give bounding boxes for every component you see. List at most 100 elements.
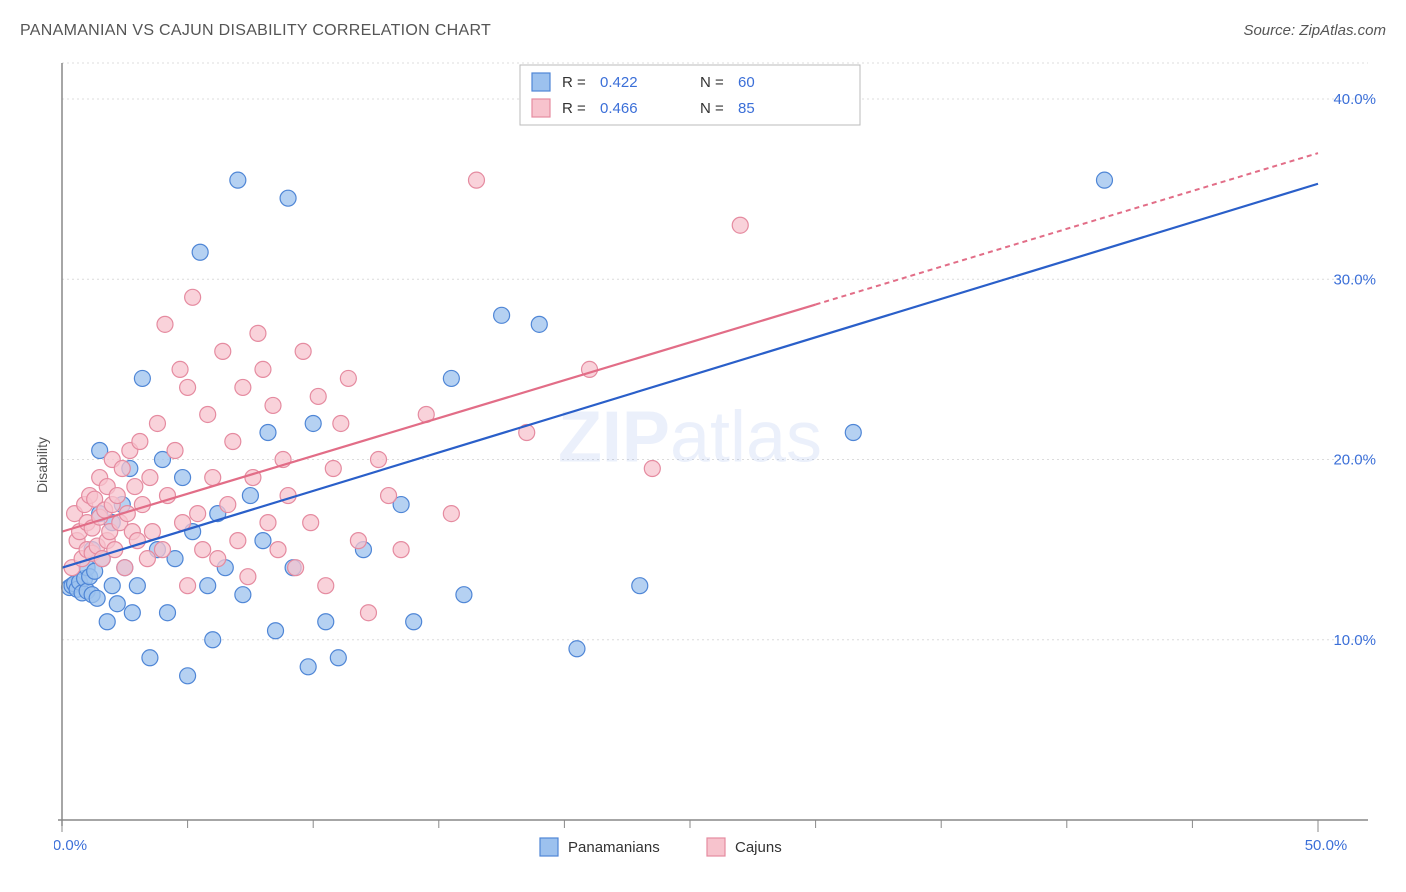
legend-r-value: 0.422: [600, 74, 638, 91]
scatter-point: [265, 397, 281, 413]
scatter-point: [300, 659, 316, 675]
chart-source: Source: ZipAtlas.com: [1243, 22, 1386, 39]
scatter-point: [845, 424, 861, 440]
scatter-point: [340, 370, 356, 386]
scatter-point: [180, 668, 196, 684]
scatter-point: [127, 479, 143, 495]
scatter-point: [443, 506, 459, 522]
y-tick-label: 40.0%: [1333, 91, 1376, 108]
x-tick-label: 50.0%: [1305, 837, 1348, 854]
scatter-point: [114, 461, 130, 477]
scatter-point: [280, 190, 296, 206]
chart-title: PANAMANIAN VS CAJUN DISABILITY CORRELATI…: [20, 22, 491, 40]
legend-swatch: [540, 838, 558, 856]
legend-label: Panamanians: [568, 839, 660, 856]
scatter-point: [149, 415, 165, 431]
legend-label: Cajuns: [735, 839, 782, 856]
scatter-point: [242, 488, 258, 504]
scatter-point: [268, 623, 284, 639]
scatter-point: [406, 614, 422, 630]
y-tick-label: 20.0%: [1333, 452, 1376, 469]
scatter-point: [134, 370, 150, 386]
scatter-point: [104, 578, 120, 594]
scatter-point: [142, 470, 158, 486]
scatter-point: [531, 316, 547, 332]
scatter-point: [393, 542, 409, 558]
scatter-point: [230, 172, 246, 188]
scatter-point: [305, 415, 321, 431]
y-axis-label: Disability: [34, 436, 50, 492]
scatter-point: [117, 560, 133, 576]
scatter-point: [139, 551, 155, 567]
scatter-point: [132, 434, 148, 450]
scatter-point: [109, 596, 125, 612]
scatter-point: [468, 172, 484, 188]
scatter-point: [494, 307, 510, 323]
scatter-point: [255, 533, 271, 549]
y-tick-label: 10.0%: [1333, 632, 1376, 649]
scatter-point: [732, 217, 748, 233]
scatter-plot: 10.0% 20.0% 30.0% 40.0% ZIPatlas 0.0% 50.0% R =…: [54, 55, 1388, 874]
scatter-point: [260, 424, 276, 440]
scatter-point: [89, 590, 105, 606]
scatter-point: [192, 244, 208, 260]
scatter-point: [167, 443, 183, 459]
scatter-point: [200, 578, 216, 594]
scatter-point: [157, 316, 173, 332]
legend-r-label: R =: [562, 100, 586, 117]
legend-swatch: [707, 838, 725, 856]
scatter-point: [172, 361, 188, 377]
scatter-point: [456, 587, 472, 603]
legend-n-label: N =: [700, 74, 724, 91]
scatter-point: [160, 605, 176, 621]
scatter-point: [318, 578, 334, 594]
scatter-point: [142, 650, 158, 666]
scatter-point: [255, 361, 271, 377]
scatter-point: [295, 343, 311, 359]
scatter-point: [250, 325, 266, 341]
scatter-point: [330, 650, 346, 666]
scatter-point: [310, 388, 326, 404]
scatter-point: [175, 470, 191, 486]
legend-swatch: [532, 99, 550, 117]
scatter-point: [124, 605, 140, 621]
scatter-point: [350, 533, 366, 549]
scatter-point: [270, 542, 286, 558]
y-tick-label: 30.0%: [1333, 271, 1376, 288]
legend-r-label: R =: [562, 74, 586, 91]
scatter-point: [318, 614, 334, 630]
scatter-point: [225, 434, 241, 450]
scatter-point: [443, 370, 459, 386]
scatter-point: [288, 560, 304, 576]
scatter-point: [195, 542, 211, 558]
scatter-point: [129, 578, 145, 594]
scatter-point: [99, 614, 115, 630]
scatter-point: [235, 587, 251, 603]
scatter-point: [260, 515, 276, 531]
trend-line-dashed: [816, 153, 1318, 304]
scatter-point: [205, 470, 221, 486]
scatter-point: [220, 497, 236, 513]
scatter-point: [154, 542, 170, 558]
trend-line: [62, 184, 1318, 568]
x-tick-label: 0.0%: [54, 837, 87, 854]
scatter-point: [205, 632, 221, 648]
watermark: ZIPatlas: [558, 398, 822, 478]
scatter-point: [109, 488, 125, 504]
scatter-point: [215, 343, 231, 359]
scatter-point: [303, 515, 319, 531]
scatter-point: [1096, 172, 1112, 188]
scatter-point: [360, 605, 376, 621]
scatter-point: [180, 379, 196, 395]
legend-n-value: 85: [738, 100, 755, 117]
scatter-point: [180, 578, 196, 594]
scatter-point: [371, 452, 387, 468]
scatter-point: [230, 533, 246, 549]
legend-n-label: N =: [700, 100, 724, 117]
scatter-point: [185, 289, 201, 305]
scatter-point: [644, 461, 660, 477]
legend-n-value: 60: [738, 74, 755, 91]
scatter-point: [240, 569, 256, 585]
scatter-point: [200, 406, 216, 422]
legend-r-value: 0.466: [600, 100, 638, 117]
